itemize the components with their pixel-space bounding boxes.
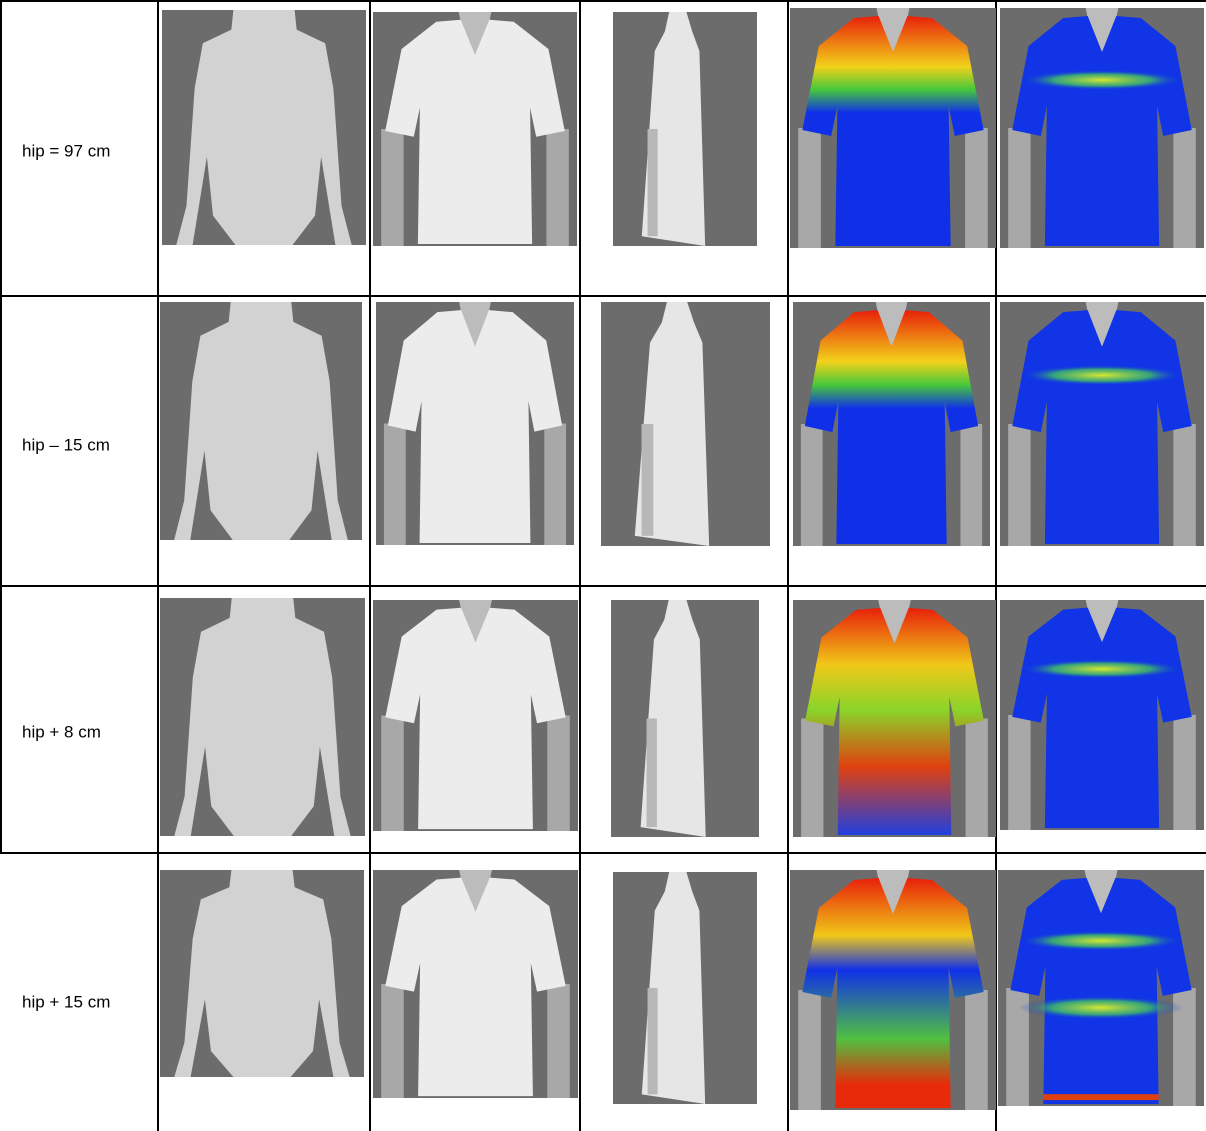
arm <box>381 984 404 1098</box>
arm <box>960 424 982 546</box>
arm <box>1173 128 1195 248</box>
render-image <box>613 872 757 1104</box>
render-image <box>1000 8 1204 248</box>
render-image <box>160 870 364 1077</box>
render-image <box>1000 302 1204 546</box>
arm <box>1173 424 1195 546</box>
render-image <box>160 598 365 836</box>
arm <box>1008 715 1030 830</box>
arm <box>547 716 570 832</box>
render-image <box>998 870 1204 1106</box>
row-label: hip – 15 cm <box>22 435 110 454</box>
arm <box>798 990 821 1110</box>
figure-table: hip = 97 cm hip – 15 cm hip + 8 cm hip +… <box>0 0 1206 1131</box>
arm <box>381 716 404 832</box>
render-image <box>601 302 770 546</box>
strain-band <box>1019 996 1184 1020</box>
strain-band <box>1020 659 1183 678</box>
sleeve-arm <box>648 129 658 236</box>
row-label: hip + 15 cm <box>22 992 110 1011</box>
arm <box>1008 128 1030 248</box>
render-image <box>793 600 996 837</box>
render-image <box>613 12 757 246</box>
row-label: hip + 8 cm <box>22 722 101 741</box>
render-image <box>790 870 996 1110</box>
arm <box>965 128 988 248</box>
hem-strain <box>1043 1094 1158 1100</box>
arm <box>546 129 568 246</box>
render-image <box>373 600 578 831</box>
strain-band <box>1020 365 1183 385</box>
render-image <box>376 302 574 545</box>
arm <box>1008 424 1030 546</box>
arm <box>965 990 988 1110</box>
render-image <box>1000 600 1204 830</box>
sleeve-arm <box>642 424 654 536</box>
strain-band <box>1020 70 1183 90</box>
strain-band <box>1019 931 1184 951</box>
arm <box>1173 715 1195 830</box>
arm <box>544 424 566 546</box>
render-image <box>162 10 366 245</box>
sleeve-arm <box>648 988 658 1094</box>
render-image <box>160 302 362 540</box>
arm <box>547 984 570 1098</box>
arm <box>966 719 988 838</box>
render-image <box>373 870 578 1098</box>
arm <box>384 424 406 546</box>
arm <box>801 424 823 546</box>
arm <box>798 128 821 248</box>
sleeve-arm <box>647 719 657 828</box>
row-label: hip = 97 cm <box>22 141 110 160</box>
render-image <box>611 600 759 837</box>
arm <box>801 719 823 838</box>
arm <box>381 129 403 246</box>
render-image <box>373 12 577 246</box>
render-image <box>790 8 996 248</box>
render-image <box>793 302 990 546</box>
